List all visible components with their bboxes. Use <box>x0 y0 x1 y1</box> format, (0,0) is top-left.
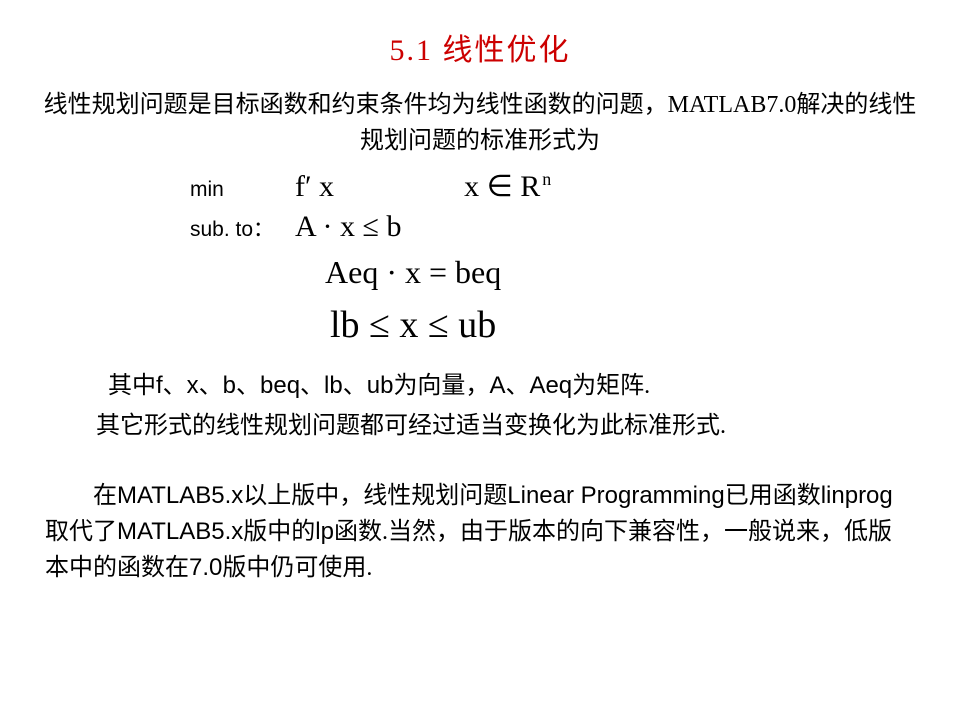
eq-constraint: Aeq · x = beq <box>325 254 920 291</box>
objective-row: min f′ x x ∈ Rn <box>190 169 920 204</box>
domain-expr: x ∈ Rn <box>464 169 551 204</box>
p4i: 版中的 <box>243 519 315 545</box>
vector-matrix-note: 其中f、x、b、beq、lb、ub为向量，A、Aeq为矩阵. <box>60 367 920 405</box>
p4l: 7.0 <box>189 554 222 581</box>
p4c: 以上版中，线性规划问题 <box>243 483 507 509</box>
section-title: 5.1 线性优化 <box>40 25 920 69</box>
matlab-note: 在MATLAB5.x以上版中，线性规划问题Linear Programming已… <box>45 478 915 586</box>
objective-expr: f′ x <box>295 170 334 204</box>
p2-pre: 其中 <box>108 373 156 399</box>
p2-mid: 为向量， <box>393 373 489 399</box>
p4e: 已用函数 <box>725 483 821 509</box>
bounds-constraint: lb ≤ x ≤ ub <box>330 303 920 347</box>
intro-paragraph: 线性规划问题是目标函数和约束条件均为线性函数的问题，MATLAB7.0解决的线性… <box>40 87 920 159</box>
p4d: Linear Programming <box>507 482 724 509</box>
min-label: min <box>190 178 295 202</box>
p2-end: 为矩阵. <box>572 373 650 399</box>
domain-pre: x ∈ R <box>464 170 540 203</box>
p4m: 版中仍可使用. <box>222 555 372 581</box>
p4h: MATLAB5.x <box>117 518 243 545</box>
p4f: linprog <box>821 482 893 509</box>
p4a: 在 <box>93 483 117 509</box>
ineq-constraint: A · x ≤ b <box>295 210 401 244</box>
formula-block: min f′ x x ∈ Rn sub. to： A · x ≤ b Aeq ·… <box>190 169 920 347</box>
p4b: MATLAB5.x <box>117 482 243 509</box>
p4j: lp <box>315 518 334 545</box>
p2-vars: f、x、b、beq、lb、ub <box>156 372 393 399</box>
transform-note: 其它形式的线性规划问题都可经过适当变换化为此标准形式. <box>60 407 920 445</box>
p2-mats: A、Aeq <box>489 372 572 399</box>
subto-label: sub. to： <box>190 213 295 243</box>
p4g: 取代了 <box>45 519 117 545</box>
domain-sup: n <box>542 169 551 189</box>
constraint-row: sub. to： A · x ≤ b <box>190 210 920 244</box>
